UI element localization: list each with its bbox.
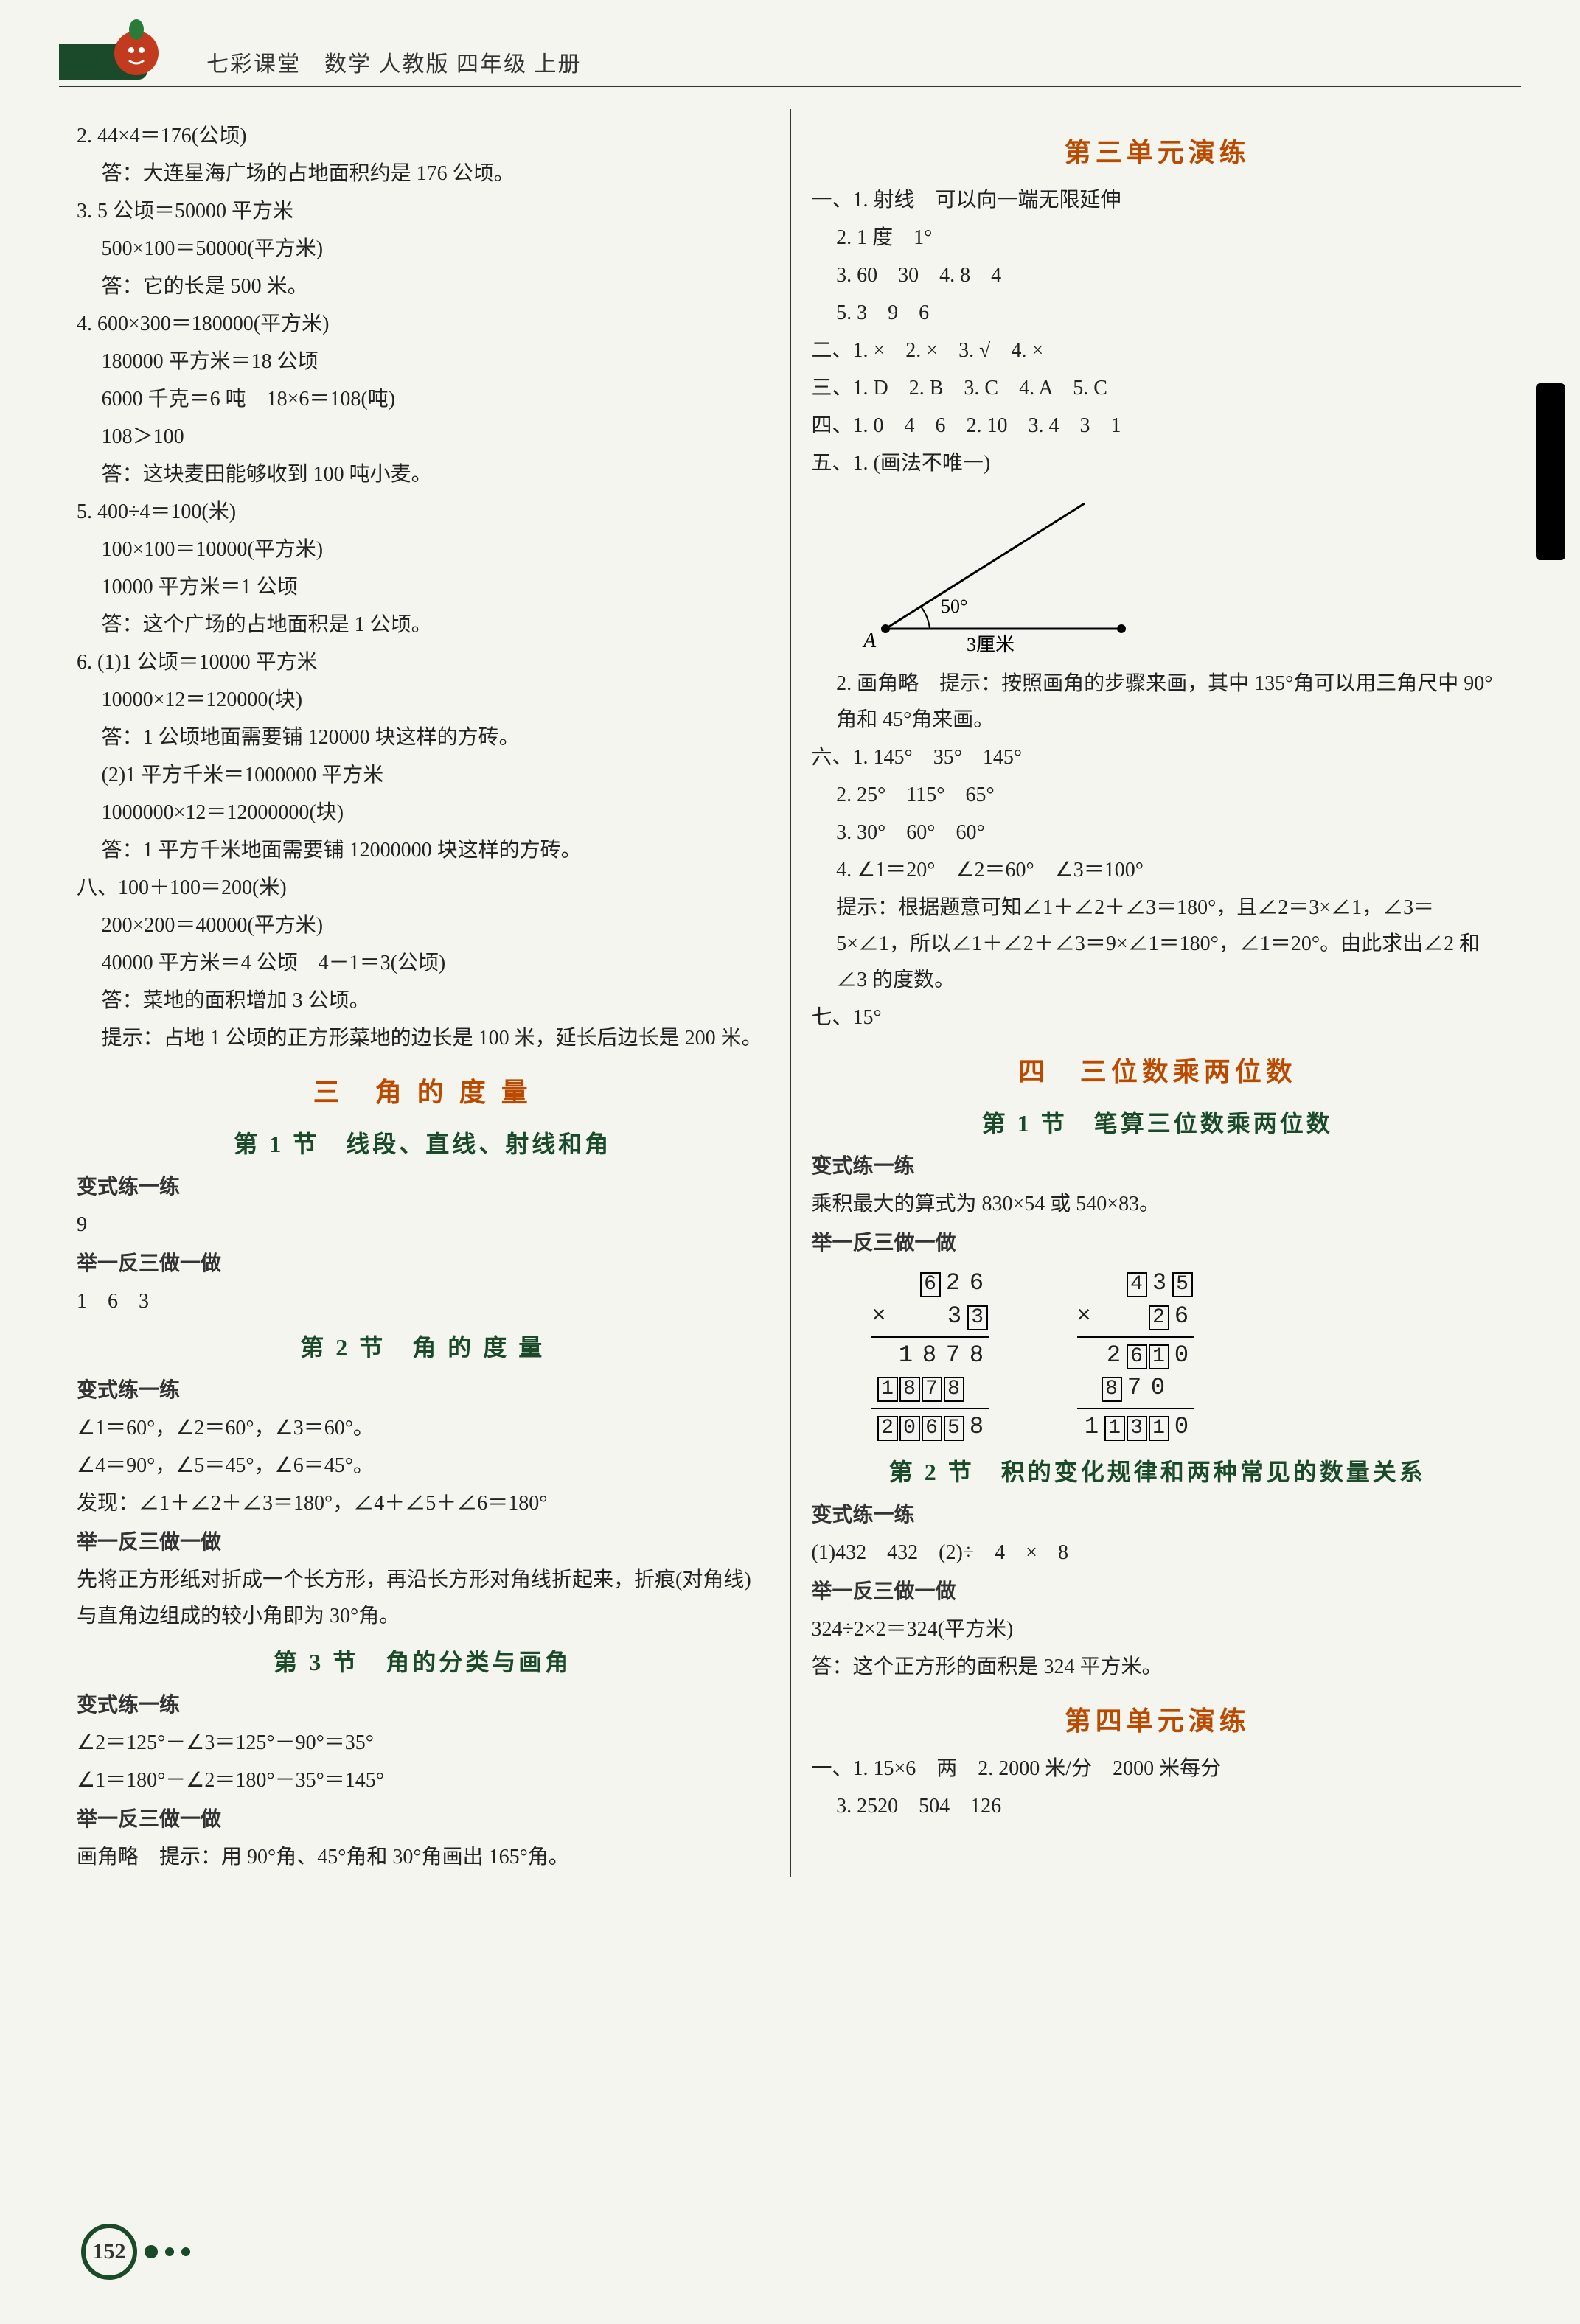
unit4-s1-jyfs: 举一反三做一做 (812, 1225, 1504, 1261)
q5-line1: 5. 400÷4＝100(米) (77, 494, 769, 530)
q6-line1: 6. (1)1 公顷＝10000 平方米 (77, 644, 769, 680)
unit4-s1-l1: 乘积最大的算式为 830×54 或 540×83。 (812, 1186, 1504, 1222)
q5-line4: 答：这个广场的占地面积是 1 公顷。 (77, 607, 769, 643)
q4-line5: 答：这块麦田能够收到 100 吨小麦。 (77, 456, 769, 492)
unit3-s2-l1: ∠1＝60°，∠2＝60°，∠3＝60°。 (77, 1410, 769, 1446)
unit4-s1-title: 第 1 节 笔算三位数乘两位数 (812, 1103, 1504, 1144)
q4-line3: 6000 千克＝6 吨 18×6＝108(吨) (77, 381, 769, 417)
u4d-i1-l1: 一、1. 15×6 两 2. 2000 米/分 2000 米每分 (812, 1751, 1504, 1787)
left-column: 2. 44×4＝176(公顷) 答：大连星海广场的占地面积约是 176 公顷。 … (59, 109, 787, 1877)
unit4-s2-l1: (1)432 432 (2)÷ 4 × 8 (812, 1535, 1504, 1571)
unit3-s1-title: 第 1 节 线段、直线、射线和角 (77, 1123, 769, 1165)
u3d-i6-l4: 4. ∠1＝20° ∠2＝60° ∠3＝100° (812, 852, 1504, 888)
u3d-i3: 三、1. D 2. B 3. C 4. A 5. C (812, 370, 1504, 406)
unit4-s2-bsll: 变式练一练 (812, 1497, 1504, 1533)
q3-line2: 500×100＝50000(平方米) (77, 231, 769, 267)
u3drill-title: 第三单元演练 (812, 130, 1504, 176)
header-underline (59, 86, 1521, 87)
vertical-calc-table: 626×331878187820658 435×26261087011310 (871, 1267, 1504, 1444)
unit4-s2-l2: 324÷2×2＝324(平方米) (812, 1611, 1504, 1647)
unit3-s3-bsll: 变式练一练 (77, 1687, 769, 1723)
q5-line3: 10000 平方米＝1 公顷 (77, 569, 769, 605)
q6-line6: 答：1 平方千米地面需要铺 12000000 块这样的方砖。 (77, 832, 769, 868)
q4-line4: 108＞100 (77, 419, 769, 455)
unit3-s3-title: 第 3 节 角的分类与画角 (77, 1641, 769, 1683)
q4-line1: 4. 600×300＝180000(平方米) (77, 306, 769, 342)
u3d-i5-l1: 五、1. (画法不唯一) (812, 445, 1504, 481)
unit3-s2-l4: 先将正方形纸对折成一个长方形，再沿长方形对角线折起来，折痕(对角线)与直角边组成… (77, 1562, 769, 1634)
dot-icon (145, 2245, 158, 2258)
calc-1: 626×331878187820658 (871, 1267, 989, 1444)
q5-line2: 100×100＝10000(平方米) (77, 531, 769, 568)
unit3-title: 三 角 的 度 量 (77, 1069, 769, 1116)
unit4-s2-jyfs: 举一反三做一做 (812, 1574, 1504, 1610)
q6-line5: 1000000×12＝12000000(块) (77, 795, 769, 831)
q8-line3: 40000 平方米＝4 公顷 4－1＝3(公顷) (77, 945, 769, 981)
u3d-i7: 七、15° (812, 999, 1504, 1036)
unit3-s2-l3: 发现：∠1＋∠2＋∠3＝180°，∠4＋∠5＋∠6＝180° (77, 1485, 769, 1521)
unit3-s3-l3: 画角略 提示：用 90°角、45°角和 30°角画出 165°角。 (77, 1839, 769, 1875)
unit3-s1-jyfs-a: 1 6 3 (77, 1283, 769, 1319)
scan-edge-artifact (1536, 383, 1565, 560)
u4drill-title: 第四单元演练 (812, 1698, 1504, 1745)
content-columns: 2. 44×4＝176(公顷) 答：大连星海广场的占地面积约是 176 公顷。 … (59, 109, 1521, 1877)
header-title: 七彩课堂 数学 人教版 四年级 上册 (206, 46, 582, 78)
q6-line2: 10000×12＝120000(块) (77, 682, 769, 718)
u3d-i6-l1: 六、1. 145° 35° 145° (812, 739, 1504, 775)
right-column: 第三单元演练 一、1. 射线 可以向一端无限延伸 2. 1 度 1° 3. 60… (794, 109, 1522, 1877)
u3d-i1-l2: 2. 1 度 1° (812, 220, 1504, 256)
q8-line1: 八、100＋100＝200(米) (77, 870, 769, 906)
u3d-i1-l4: 5. 3 9 6 (812, 295, 1504, 331)
unit3-s3-l2: ∠1＝180°－∠2＝180°－35°＝145° (77, 1762, 769, 1798)
u3d-i6-l2: 2. 25° 115° 65° (812, 777, 1504, 813)
u3d-i6-l3: 3. 30° 60° 60° (812, 814, 1504, 851)
u3d-i2: 二、1. × 2. × 3. √ 4. × (812, 332, 1504, 369)
angle-figure: 50° A 3厘米 (841, 496, 1136, 658)
unit4-s2-l3: 答：这个正方形的面积是 324 平方米。 (812, 1649, 1504, 1685)
q6-line3: 答：1 公顷地面需要铺 120000 块这样的方砖。 (77, 719, 769, 756)
u3d-i4: 四、1. 0 4 6 2. 10 3. 4 3 1 (812, 408, 1504, 444)
page-number: 152 (81, 2224, 137, 2280)
unit3-s3-jyfs: 举一反三做一做 (77, 1801, 769, 1838)
u3d-i1-l1: 一、1. 射线 可以向一端无限延伸 (812, 182, 1504, 218)
point-a-label: A (862, 629, 877, 652)
unit3-s1-bsll-a: 9 (77, 1207, 769, 1243)
q8-line5: 提示：占地 1 公顷的正方形菜地的边长是 100 米，延长后边长是 200 米。 (77, 1020, 769, 1056)
q2-line2: 答：大连星海广场的占地面积约是 176 公顷。 (77, 156, 769, 192)
u3d-i5-l2: 2. 画角略 提示：按照画角的步骤来画，其中 135°角可以用三角尺中 90°角… (812, 666, 1504, 738)
q2-line1: 2. 44×4＝176(公顷) (77, 118, 769, 154)
unit4-s1-bsll: 变式练一练 (812, 1148, 1504, 1184)
unit3-s3-l1: ∠2＝125°－∠3＝125°－90°＝35° (77, 1725, 769, 1761)
q4-line2: 180000 平方米＝18 公顷 (77, 343, 769, 380)
column-divider (790, 109, 791, 1877)
q8-line2: 200×200＝40000(平方米) (77, 907, 769, 943)
u3d-i6-l5: 提示：根据题意可知∠1＋∠2＋∠3＝180°，且∠2＝3×∠1，∠3＝5×∠1，… (812, 890, 1504, 998)
dot-icon (181, 2247, 190, 2256)
unit4-title: 四 三位数乘两位数 (812, 1049, 1504, 1095)
angle-label: 50° (941, 596, 967, 617)
q8-line4: 答：菜地的面积增加 3 公顷。 (77, 983, 769, 1019)
unit3-s2-l2: ∠4＝90°，∠5＝45°，∠6＝45°。 (77, 1448, 769, 1484)
u3d-i1-l3: 3. 60 30 4. 8 4 (812, 257, 1504, 293)
unit3-s2-jyfs: 举一反三做一做 (77, 1524, 769, 1560)
page-number-badge: 152 (81, 2224, 190, 2280)
calc-2: 435×26261087011310 (1077, 1267, 1194, 1444)
unit3-s2-bsll: 变式练一练 (77, 1372, 769, 1409)
q3-line1: 3. 5 公顷＝50000 平方米 (77, 193, 769, 229)
unit4-s2-title: 第 2 节 积的变化规律和两种常见的数量关系 (812, 1451, 1504, 1493)
base-label: 3厘米 (967, 634, 1015, 655)
unit3-s1-jyfs: 举一反三做一做 (77, 1246, 769, 1282)
unit3-s1-bsll: 变式练一练 (77, 1169, 769, 1205)
q3-line3: 答：它的长是 500 米。 (77, 268, 769, 304)
page-header: 七彩课堂 数学 人教版 四年级 上册 (59, 44, 1521, 87)
unit3-s2-title: 第 2 节 角 的 度 量 (77, 1327, 769, 1368)
header-logo-icon (103, 15, 170, 81)
q6-line4: (2)1 平方千米＝1000000 平方米 (77, 757, 769, 793)
u4d-i1-l2: 3. 2520 504 126 (812, 1788, 1504, 1824)
dot-icon (165, 2247, 174, 2256)
